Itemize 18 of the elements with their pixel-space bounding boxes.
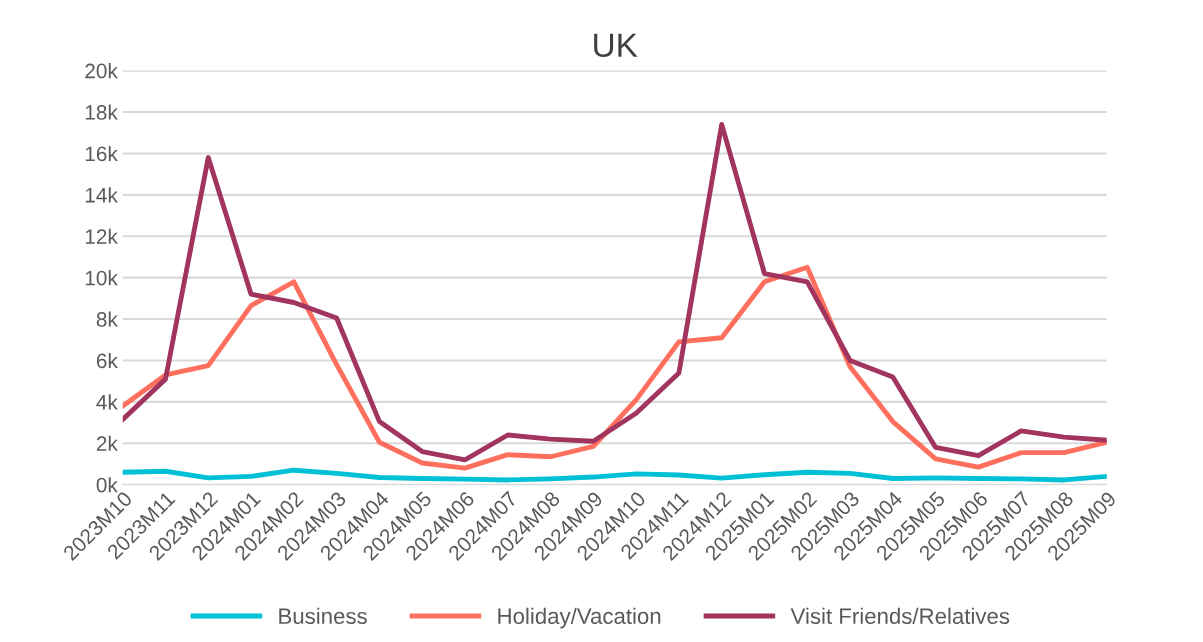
y-tick-label: 18k	[85, 104, 118, 120]
y-tick-label: 14k	[85, 187, 118, 203]
y-tick-label: 4k	[96, 394, 118, 410]
y-tick-label: 12k	[85, 228, 118, 244]
legend-label: Business	[279, 607, 367, 625]
line-series	[122, 264, 1107, 471]
legend-label: Holiday/Vacation	[498, 607, 661, 629]
y-tick-label: 16k	[85, 145, 118, 162]
line-series	[122, 467, 1107, 483]
line-series	[122, 122, 1107, 463]
legend-label: Visit Friends/Relatives	[790, 607, 1010, 625]
y-tick-label: 10k	[85, 270, 118, 286]
y-tick-label: 2k	[96, 435, 118, 451]
y-tick-label: 8k	[96, 311, 118, 327]
y-tick-label: 0k	[96, 477, 118, 493]
chart-title: UK	[594, 33, 638, 58]
y-tick-label: 20k	[85, 63, 118, 79]
y-tick-label: 6k	[96, 352, 118, 369]
